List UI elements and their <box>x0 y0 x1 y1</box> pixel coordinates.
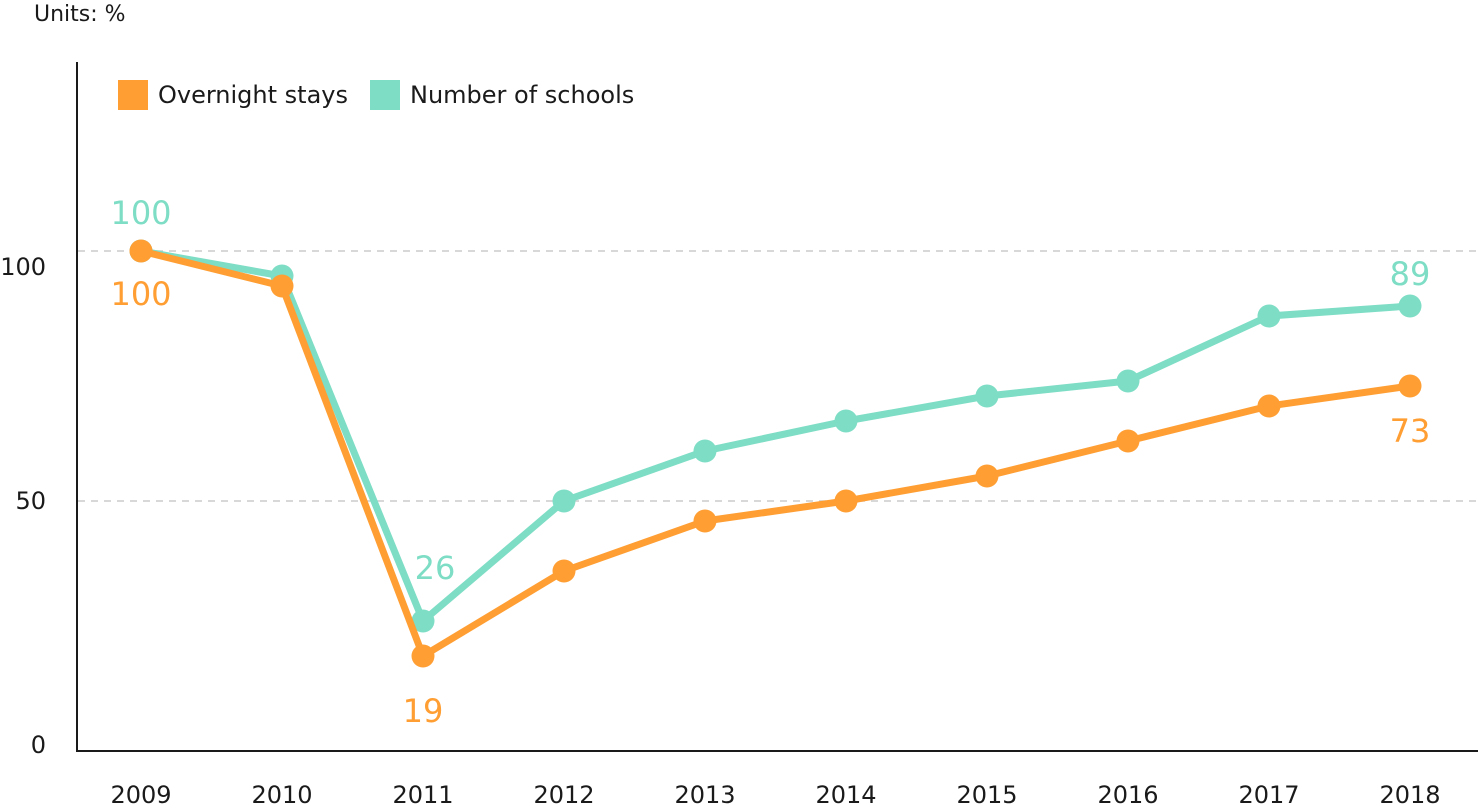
number-of-schools-swatch-icon <box>370 80 400 110</box>
line-overnight-stays <box>140 247 1411 660</box>
overnight-stays-swatch-icon <box>118 80 148 110</box>
data-point-overnight-stays <box>552 559 576 583</box>
data-point-number-of-schools <box>1116 369 1140 393</box>
data-point-number-of-schools <box>1257 304 1281 328</box>
data-label-overnight-2011: 19 <box>402 692 444 730</box>
data-label-overnight-2018: 73 <box>1389 412 1431 450</box>
x-tick: 2016 <box>1097 781 1159 809</box>
data-point-number-of-schools <box>411 609 435 633</box>
legend-item-number-of-schools: Number of schools <box>370 80 634 110</box>
data-point-overnight-stays <box>1257 394 1281 418</box>
x-tick: 2012 <box>533 781 595 809</box>
x-tick: 2010 <box>251 781 313 809</box>
data-point-number-of-schools <box>693 439 717 463</box>
x-tick: 2015 <box>956 781 1018 809</box>
legend: Overnight stays Number of schools <box>118 80 656 110</box>
legend-label: Overnight stays <box>158 81 348 109</box>
line-number-of-schools <box>140 247 1411 625</box>
legend-item-overnight-stays: Overnight stays <box>118 80 348 110</box>
x-tick: 2011 <box>392 781 454 809</box>
data-point-number-of-schools <box>975 384 999 408</box>
data-point-overnight-stays <box>975 464 999 488</box>
x-tick: 2013 <box>674 781 736 809</box>
data-label-schools-2018: 89 <box>1389 255 1431 293</box>
data-point-number-of-schools <box>552 489 576 513</box>
data-point-overnight-stays <box>1398 374 1422 398</box>
data-label-schools-2011: 26 <box>414 549 456 587</box>
data-point-overnight-stays <box>834 489 858 513</box>
data-point-number-of-schools <box>834 409 858 433</box>
x-tick: 2014 <box>815 781 877 809</box>
x-tick: 2009 <box>110 781 172 809</box>
data-point-overnight-stays <box>411 644 435 668</box>
data-point-overnight-stays <box>270 274 294 298</box>
legend-label: Number of schools <box>410 81 635 109</box>
data-label-overnight-2009: 100 <box>110 275 172 313</box>
x-tick: 2018 <box>1379 781 1441 809</box>
data-label-schools-2009: 100 <box>110 194 172 232</box>
data-point-overnight-stays <box>1116 429 1140 453</box>
data-point-overnight-stays <box>129 239 153 263</box>
data-point-number-of-schools <box>1398 294 1422 318</box>
units-label: Units: % <box>34 2 126 27</box>
x-tick: 2017 <box>1238 781 1300 809</box>
data-point-overnight-stays <box>693 509 717 533</box>
y-tick-100: 100 <box>0 253 46 281</box>
y-tick-50: 50 <box>15 487 46 515</box>
y-tick-0: 0 <box>30 731 46 759</box>
